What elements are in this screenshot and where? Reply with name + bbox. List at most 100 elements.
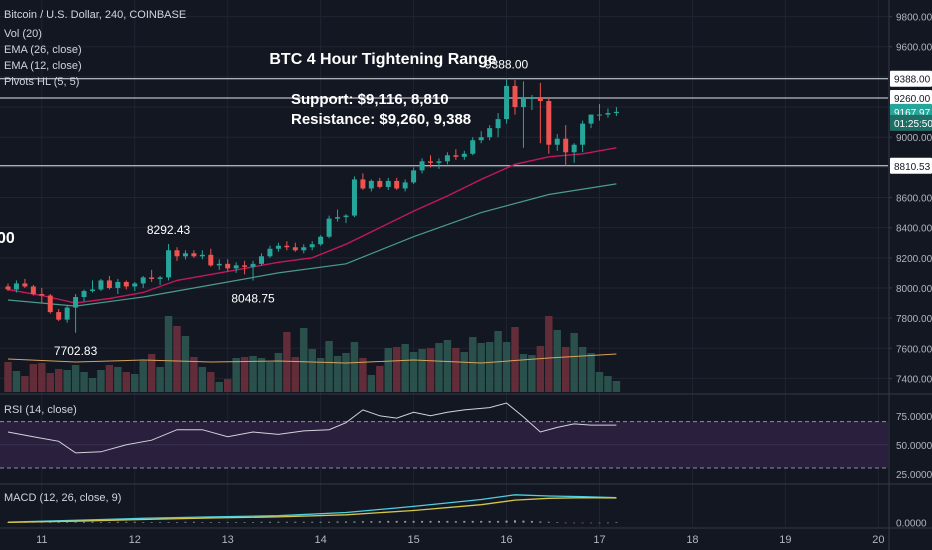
annotation-text[interactable]: Resistance: $9,260, 9,388 bbox=[291, 111, 471, 128]
price-tag-bg[interactable] bbox=[890, 114, 932, 131]
candle-body[interactable] bbox=[436, 161, 442, 163]
candle-body[interactable] bbox=[233, 265, 239, 269]
annotations[interactable]: BTC 4 Hour Tightening Range Support: $9,1… bbox=[0, 51, 497, 247]
time-tick-label[interactable]: 14 bbox=[315, 534, 327, 546]
candle-body[interactable] bbox=[242, 265, 248, 267]
candle-body[interactable] bbox=[216, 263, 222, 266]
candle-body[interactable] bbox=[444, 155, 450, 162]
candle-body[interactable] bbox=[343, 215, 349, 218]
candle-body[interactable] bbox=[546, 101, 552, 145]
price-tag[interactable]: 9167.97 bbox=[894, 108, 931, 119]
price-tag[interactable]: 9260.00 bbox=[894, 94, 931, 105]
candle-body[interactable] bbox=[199, 254, 205, 257]
candle-body[interactable] bbox=[259, 256, 264, 264]
time-tick-label[interactable]: 11 bbox=[36, 534, 47, 546]
annotation-text[interactable]: Support: $9,116, 8,810 bbox=[291, 91, 449, 108]
candle-body[interactable] bbox=[90, 289, 95, 291]
candle-body[interactable] bbox=[428, 161, 433, 163]
candle-body[interactable] bbox=[5, 286, 11, 290]
candle-body[interactable] bbox=[301, 247, 307, 251]
candle-body[interactable] bbox=[275, 245, 281, 249]
candle-body[interactable] bbox=[13, 283, 19, 290]
candle-body[interactable] bbox=[351, 179, 357, 216]
candle-body[interactable] bbox=[149, 277, 155, 279]
candle-body[interactable] bbox=[580, 123, 586, 145]
time-tick-label[interactable]: 12 bbox=[129, 534, 141, 546]
candle-body[interactable] bbox=[284, 245, 290, 248]
candle-body[interactable] bbox=[157, 277, 163, 279]
candle-body[interactable] bbox=[504, 85, 510, 120]
time-tick-label[interactable]: 15 bbox=[407, 534, 419, 546]
candle-body[interactable] bbox=[529, 98, 535, 99]
candle-body[interactable] bbox=[73, 297, 79, 308]
candle-body[interactable] bbox=[56, 312, 62, 320]
candles[interactable] bbox=[5, 78, 619, 333]
candle-body[interactable] bbox=[292, 247, 298, 251]
chart-title[interactable]: BTC 4 Hour Tightening Range bbox=[269, 51, 496, 68]
candle-body[interactable] bbox=[487, 128, 493, 138]
candle-body[interactable] bbox=[411, 170, 417, 183]
candle-body[interactable] bbox=[182, 253, 188, 257]
time-tick-label[interactable]: 20 bbox=[872, 534, 884, 546]
candle-body[interactable] bbox=[419, 161, 425, 171]
candle-body[interactable] bbox=[132, 283, 138, 287]
candle-body[interactable] bbox=[453, 155, 459, 157]
candle-body[interactable] bbox=[106, 280, 112, 288]
candle-body[interactable] bbox=[174, 250, 180, 257]
candle-body[interactable] bbox=[588, 114, 594, 124]
legend-ema26[interactable]: EMA (26, close) bbox=[4, 44, 82, 56]
candle-body[interactable] bbox=[64, 307, 70, 320]
candle-body[interactable] bbox=[250, 263, 256, 267]
candle-body[interactable] bbox=[191, 253, 197, 257]
legend-symbol[interactable]: Bitcoin / U.S. Dollar, 240, COINBASE bbox=[4, 9, 187, 21]
candle-body[interactable] bbox=[267, 248, 273, 257]
candle-body[interactable] bbox=[368, 180, 374, 189]
candle-body[interactable] bbox=[30, 286, 36, 294]
candle-body[interactable] bbox=[520, 98, 526, 108]
price-tag-bg[interactable] bbox=[890, 90, 932, 106]
time-tick-label[interactable]: 18 bbox=[686, 534, 698, 546]
candle-body[interactable] bbox=[335, 217, 341, 219]
candle-body[interactable] bbox=[360, 179, 366, 189]
price-tag-bg[interactable] bbox=[890, 70, 932, 87]
candle-body[interactable] bbox=[115, 281, 121, 288]
price-tag[interactable]: 9388.00 bbox=[894, 75, 931, 86]
candle-body[interactable] bbox=[537, 98, 543, 102]
candle-body[interactable] bbox=[377, 180, 383, 187]
candle-body[interactable] bbox=[225, 263, 231, 269]
candle-body[interactable] bbox=[166, 250, 172, 278]
candle-body[interactable] bbox=[605, 113, 611, 115]
candle-body[interactable] bbox=[571, 144, 577, 153]
price-tag-bg[interactable] bbox=[890, 157, 932, 174]
candle-body[interactable] bbox=[613, 111, 619, 114]
time-axis[interactable]: 11 12 13 14 15 16 17 18 19 20 bbox=[36, 534, 884, 546]
candle-body[interactable] bbox=[208, 254, 214, 266]
candle-body[interactable] bbox=[309, 244, 315, 248]
candle-body[interactable] bbox=[461, 153, 467, 157]
candle-body[interactable] bbox=[478, 137, 484, 141]
rsi-title[interactable]: RSI (14, close) bbox=[4, 404, 77, 416]
price-tag[interactable]: 8810.53 bbox=[894, 162, 931, 173]
candle-body[interactable] bbox=[318, 236, 324, 245]
candle-body[interactable] bbox=[22, 283, 28, 287]
time-tick-label[interactable]: 17 bbox=[593, 534, 605, 546]
candle-body[interactable] bbox=[597, 114, 602, 116]
candle-body[interactable] bbox=[39, 294, 45, 296]
candle-body[interactable] bbox=[402, 182, 408, 189]
candle-body[interactable] bbox=[326, 218, 332, 237]
candle-body[interactable] bbox=[512, 85, 518, 108]
candle-body[interactable] bbox=[470, 140, 476, 154]
time-tick-label[interactable]: 19 bbox=[779, 534, 791, 546]
candle-body[interactable] bbox=[98, 280, 104, 290]
time-tick-label[interactable]: 13 bbox=[222, 534, 234, 546]
candle-body[interactable] bbox=[495, 119, 501, 129]
legend-vol[interactable]: Vol (20) bbox=[4, 28, 42, 40]
price-tag[interactable]: 01:25:50 bbox=[894, 119, 932, 130]
candle-body[interactable] bbox=[563, 138, 569, 153]
price-axis[interactable]: 9800.009600.009400.009200.009000.008800.… bbox=[889, 13, 932, 530]
macd-title[interactable]: MACD (12, 26, close, 9) bbox=[4, 492, 122, 504]
candle-body[interactable] bbox=[81, 290, 87, 298]
legend-ema12[interactable]: EMA (12, close) bbox=[4, 60, 82, 72]
